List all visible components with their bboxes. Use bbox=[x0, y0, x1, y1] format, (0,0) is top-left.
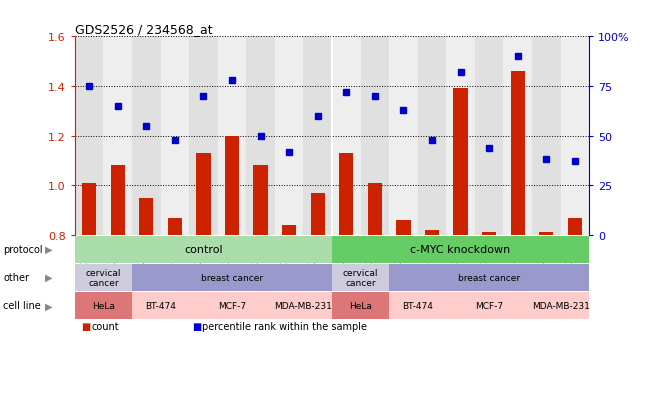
Text: BT-474: BT-474 bbox=[145, 301, 176, 310]
Bar bbox=[75, 292, 132, 319]
Bar bbox=[161, 37, 189, 235]
Bar bbox=[475, 37, 503, 235]
Text: HeLa: HeLa bbox=[92, 301, 115, 310]
Text: cell line: cell line bbox=[3, 301, 41, 311]
Bar bbox=[311, 193, 325, 235]
Bar bbox=[168, 218, 182, 235]
Bar bbox=[132, 264, 332, 291]
Bar bbox=[389, 292, 447, 319]
Bar bbox=[389, 37, 418, 235]
Text: cervical
cancer: cervical cancer bbox=[343, 268, 378, 287]
Bar bbox=[189, 292, 275, 319]
Text: ▶: ▶ bbox=[45, 273, 53, 282]
Text: c-MYC knockdown: c-MYC knockdown bbox=[411, 244, 510, 254]
Text: count: count bbox=[91, 321, 118, 331]
Text: ■: ■ bbox=[192, 321, 201, 331]
Bar bbox=[368, 183, 382, 235]
Bar bbox=[332, 292, 389, 319]
Bar bbox=[303, 37, 332, 235]
Text: MDA-MB-231: MDA-MB-231 bbox=[275, 301, 333, 310]
Bar bbox=[332, 37, 361, 235]
Text: MDA-MB-231: MDA-MB-231 bbox=[532, 301, 590, 310]
Text: HeLa: HeLa bbox=[349, 301, 372, 310]
Bar bbox=[332, 236, 589, 263]
Bar bbox=[389, 264, 589, 291]
Text: ▶: ▶ bbox=[45, 244, 53, 254]
Bar bbox=[418, 37, 447, 235]
Bar bbox=[197, 154, 210, 235]
Bar bbox=[246, 37, 275, 235]
Text: protocol: protocol bbox=[3, 244, 43, 254]
Text: breast cancer: breast cancer bbox=[201, 273, 263, 282]
Bar bbox=[447, 37, 475, 235]
Text: breast cancer: breast cancer bbox=[458, 273, 520, 282]
Text: percentile rank within the sample: percentile rank within the sample bbox=[202, 321, 367, 331]
Bar bbox=[217, 37, 246, 235]
Bar bbox=[510, 72, 525, 235]
Bar bbox=[532, 37, 561, 235]
Bar bbox=[539, 233, 553, 235]
Text: ■: ■ bbox=[81, 321, 90, 331]
Bar bbox=[482, 233, 496, 235]
Bar bbox=[396, 221, 411, 235]
Bar bbox=[454, 89, 467, 235]
Bar bbox=[447, 292, 532, 319]
Text: other: other bbox=[3, 273, 29, 282]
Bar bbox=[561, 37, 589, 235]
Text: control: control bbox=[184, 244, 223, 254]
Bar bbox=[132, 37, 161, 235]
Bar bbox=[75, 236, 332, 263]
Bar bbox=[282, 225, 296, 235]
Bar bbox=[275, 37, 303, 235]
Bar bbox=[104, 37, 132, 235]
Bar bbox=[75, 37, 104, 235]
Bar bbox=[503, 37, 532, 235]
Bar bbox=[82, 183, 96, 235]
Bar bbox=[253, 166, 268, 235]
Text: BT-474: BT-474 bbox=[402, 301, 433, 310]
Text: MCF-7: MCF-7 bbox=[218, 301, 246, 310]
Text: MCF-7: MCF-7 bbox=[475, 301, 503, 310]
Bar bbox=[532, 292, 589, 319]
Bar bbox=[132, 292, 189, 319]
Bar bbox=[139, 198, 154, 235]
Bar bbox=[332, 264, 389, 291]
Bar bbox=[225, 136, 239, 235]
Bar bbox=[361, 37, 389, 235]
Text: cervical
cancer: cervical cancer bbox=[86, 268, 121, 287]
Bar bbox=[111, 166, 125, 235]
Bar bbox=[339, 154, 353, 235]
Bar bbox=[189, 37, 217, 235]
Bar bbox=[568, 218, 582, 235]
Text: ▶: ▶ bbox=[45, 301, 53, 311]
Bar bbox=[75, 264, 132, 291]
Bar bbox=[425, 230, 439, 235]
Text: GDS2526 / 234568_at: GDS2526 / 234568_at bbox=[75, 23, 212, 36]
Bar bbox=[275, 292, 332, 319]
